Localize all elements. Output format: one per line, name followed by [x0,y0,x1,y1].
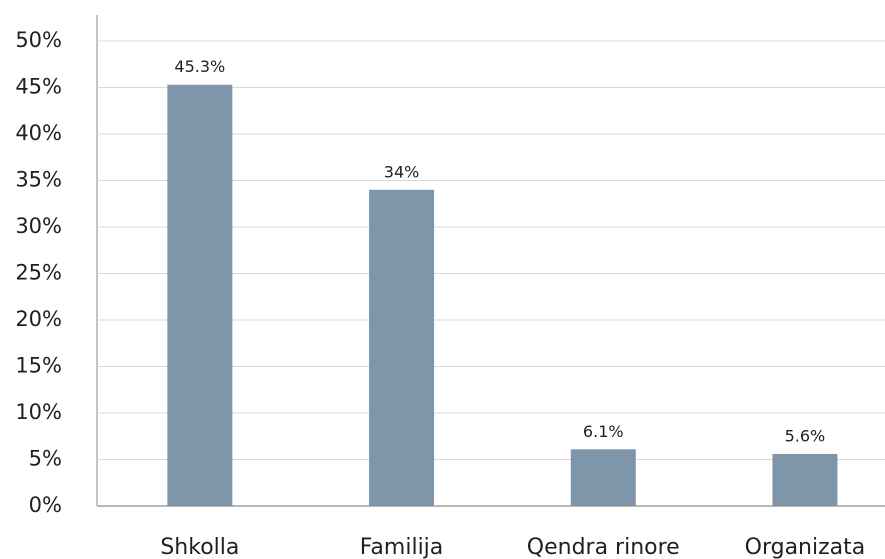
y-tick-label: 25% [15,261,62,285]
bar [369,189,435,507]
x-tick-label: Shkolla [160,535,239,559]
y-tick-label: 40% [15,121,62,145]
y-tick-label: 35% [15,168,62,192]
y-tick-label: 50% [15,28,62,52]
bar [570,449,636,506]
y-tick-label: 5% [29,447,62,471]
y-tick-label: 10% [15,400,62,424]
bar [772,453,838,506]
y-tick-label: 0% [29,493,62,517]
value-label: 5.6% [785,426,826,445]
x-tick-label: Qendra rinore [527,535,680,559]
y-tick-label: 20% [15,307,62,331]
x-tick-label: Familija [360,535,443,559]
x-tick-label: Organizata [745,535,866,559]
y-tick-label: 45% [15,75,62,99]
value-label: 45.3% [174,57,225,76]
y-tick-label: 30% [15,214,62,238]
value-label: 34% [384,162,420,181]
bar [167,84,233,507]
y-tick-label: 15% [15,354,62,378]
value-label: 6.1% [583,422,624,441]
